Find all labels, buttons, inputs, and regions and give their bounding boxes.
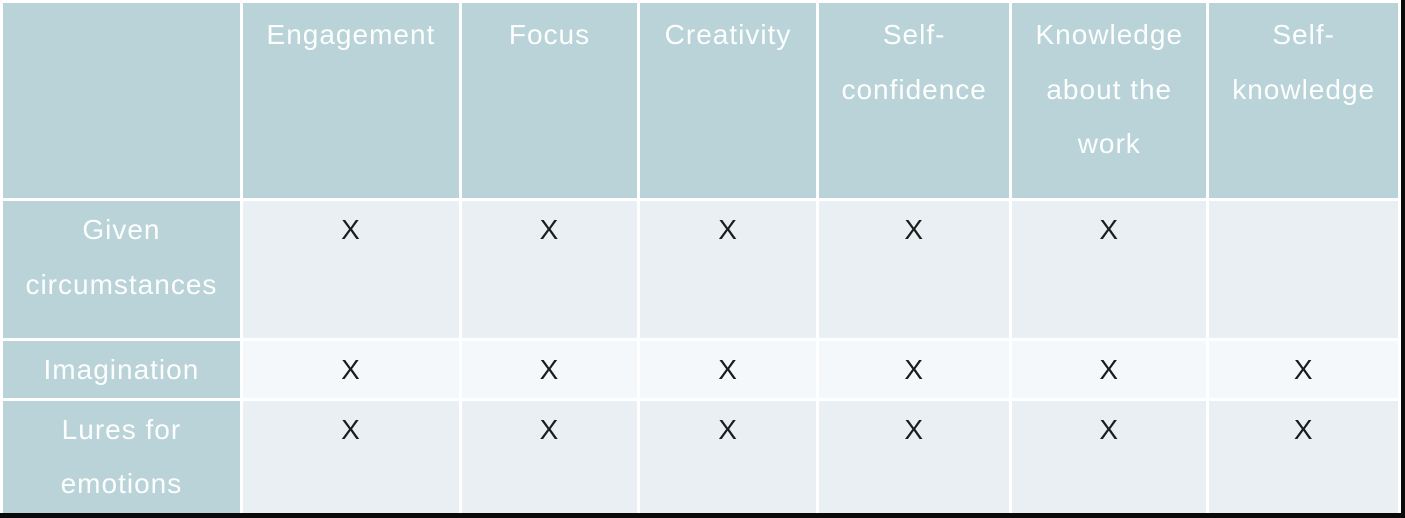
cell-mark: X (1209, 341, 1398, 398)
column-header-knowledge-about-the-work: Knowledge about the work (1012, 3, 1207, 198)
column-header-label: Focus (508, 19, 591, 50)
row-label-text: Given circumstances (25, 214, 218, 300)
cell-mark: X (639, 201, 817, 338)
cell-mark: X (462, 400, 637, 513)
cell-mark: X (1012, 341, 1207, 398)
row-label-text: Imagination (43, 354, 200, 385)
table-row-imagination: Imagination X X X X X X (3, 341, 1398, 398)
column-header-label: Self-confidence (841, 19, 987, 105)
corner-cell (3, 3, 240, 198)
cell-mark: X (819, 341, 1010, 398)
cell-mark: X (819, 400, 1010, 513)
column-header-self-knowledge: Self-knowledge (1209, 3, 1398, 198)
table-row-lures-for-emotions: Lures for emotions X X X X X X (3, 400, 1398, 513)
row-label-lures-for-emotions: Lures for emotions (3, 400, 240, 513)
cell-mark: X (242, 201, 460, 338)
column-header-label: Creativity (664, 19, 792, 50)
column-header-self-confidence: Self-confidence (819, 3, 1010, 198)
table-row-given-circumstances: Given circumstances X X X X X (3, 201, 1398, 338)
cell-mark: X (1012, 400, 1207, 513)
cell-mark: X (462, 201, 637, 338)
cell-mark-empty (1209, 201, 1398, 338)
table-header-row: Engagement Focus Creativity Self-confide… (3, 3, 1398, 198)
cell-mark: X (242, 400, 460, 513)
cell-mark: X (462, 341, 637, 398)
column-header-creativity: Creativity (639, 3, 817, 198)
column-header-label: Self-knowledge (1232, 19, 1376, 105)
column-header-label: Knowledge about the work (1035, 19, 1184, 160)
column-header-label: Engagement (266, 19, 436, 50)
cell-mark: X (1209, 400, 1398, 513)
cell-mark: X (242, 341, 460, 398)
column-header-engagement: Engagement (242, 3, 460, 198)
row-label-given-circumstances: Given circumstances (3, 201, 240, 338)
column-header-focus: Focus (462, 3, 637, 198)
cell-mark: X (639, 341, 817, 398)
row-label-text: Lures for emotions (60, 413, 183, 500)
cell-mark: X (819, 201, 1010, 338)
cell-mark: X (639, 400, 817, 513)
row-label-imagination: Imagination (3, 341, 240, 398)
cell-mark: X (1012, 201, 1207, 338)
